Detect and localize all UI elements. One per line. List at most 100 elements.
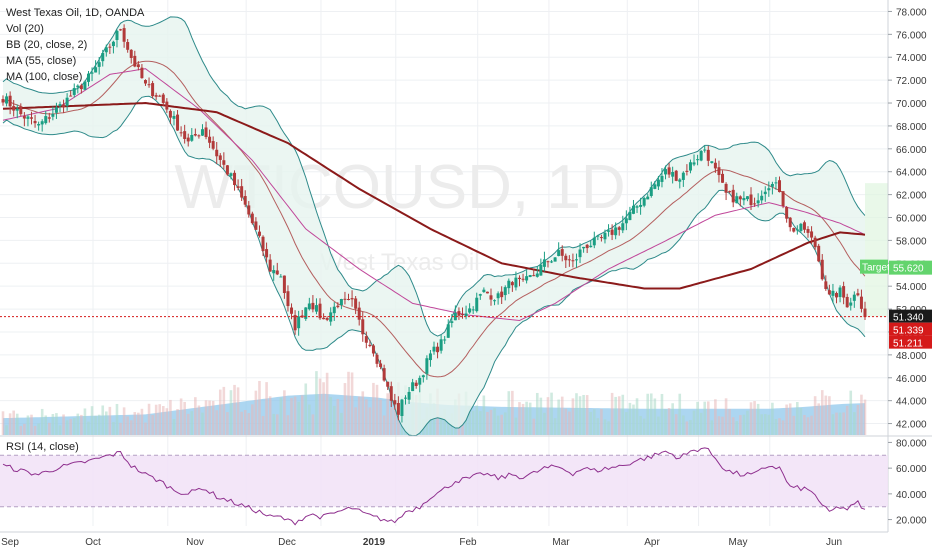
volume-bar (571, 398, 575, 435)
candle-body (104, 47, 108, 53)
volume-bar (863, 399, 867, 435)
candle-body (852, 294, 856, 301)
volume-bar (553, 418, 557, 435)
volume-bar (828, 396, 831, 435)
candle-body (225, 165, 229, 175)
volume-bar (824, 395, 828, 435)
candle-body (475, 297, 479, 312)
bb-lower-line (2, 95, 866, 437)
volume-bar (589, 411, 593, 435)
candle-body (578, 249, 582, 258)
volume-bar (347, 371, 350, 435)
candle-body (69, 95, 73, 97)
price-tick-label-8: 62.000 (896, 191, 927, 202)
volume-bar (731, 417, 735, 435)
candle-body (286, 291, 290, 307)
volume-bar (763, 414, 767, 435)
candle-body (282, 275, 286, 294)
candle-body (375, 354, 379, 364)
candle-body (728, 191, 732, 193)
volume-bar (696, 401, 699, 435)
volume-bar (535, 392, 539, 435)
volume-bar (247, 413, 251, 435)
candle-body (193, 134, 197, 136)
candle-body (721, 173, 725, 183)
volume-bar (468, 405, 471, 435)
volume-bar (628, 402, 632, 435)
candle-body (307, 303, 311, 310)
volume-bar (635, 398, 639, 435)
volume-bar (204, 400, 208, 435)
price-tick-label-16: 46.000 (896, 374, 927, 385)
target-zone (865, 183, 888, 317)
volume-bar (97, 414, 101, 435)
candle-body (389, 386, 393, 401)
volume-bar (664, 409, 667, 435)
candle-body (97, 62, 101, 67)
candle-body (468, 308, 472, 313)
candle-body (336, 305, 340, 308)
candle-body (603, 232, 607, 240)
volume-bar (80, 414, 83, 435)
candle-body (62, 104, 66, 108)
candle-body (119, 29, 123, 31)
candle-body (54, 107, 58, 113)
volume-bar (614, 396, 617, 435)
volume-bar (101, 405, 105, 435)
volume-bar (607, 421, 610, 435)
volume-bar (126, 416, 129, 435)
candle-body (197, 135, 201, 137)
candle-body (785, 206, 789, 219)
candle-body (236, 186, 240, 189)
volume-bar (771, 402, 774, 435)
candle-body (179, 132, 183, 134)
volume-bar (15, 413, 19, 435)
volume-bar (297, 401, 300, 435)
bb-basis-line (2, 60, 866, 378)
candle-body (574, 259, 578, 261)
candle-body (279, 276, 283, 278)
chart-title: West Texas Oil, 1D, OANDA (6, 7, 145, 19)
volume-bar (496, 415, 500, 435)
candle-body (83, 81, 87, 90)
volume-bar (176, 409, 179, 435)
volume-bar (226, 412, 229, 435)
candle-body (247, 205, 251, 215)
volume-bar (65, 420, 69, 435)
price-tick-label-15: 48.000 (896, 351, 927, 362)
candle-body (76, 85, 80, 88)
candle-body (599, 237, 603, 239)
candle-body (582, 246, 586, 249)
candle-body (322, 317, 326, 320)
volume-bar (471, 410, 475, 435)
candle-body (393, 400, 397, 405)
volume-bar (546, 397, 550, 435)
candle-body (240, 186, 244, 198)
candle-body (845, 296, 849, 308)
candle-body (485, 291, 489, 294)
volume-bar (507, 391, 511, 435)
candle-body (268, 259, 272, 272)
volume-bar (671, 403, 674, 435)
volume-bar (215, 410, 219, 435)
volume-bar (518, 402, 521, 435)
volume-bar (578, 396, 582, 435)
candle-body (731, 189, 735, 203)
candle-body (208, 136, 212, 143)
rsi-tick-label-0: 80.000 (896, 438, 927, 449)
candle-body (172, 115, 176, 119)
volume-bar (251, 404, 254, 435)
candle-body (656, 179, 660, 187)
candle-body (664, 169, 668, 175)
candle-body (12, 106, 16, 111)
candle-body (792, 227, 796, 232)
candle-body (763, 191, 767, 195)
rsi-tick-label-1: 60.000 (896, 464, 927, 475)
volume-bar (806, 417, 810, 435)
candle-body (22, 116, 26, 119)
volume-bar (51, 414, 55, 435)
candle-body (710, 161, 714, 163)
volume-bar (304, 383, 308, 435)
price-label-2: 51.339 (893, 326, 924, 337)
candle-body (778, 180, 782, 193)
